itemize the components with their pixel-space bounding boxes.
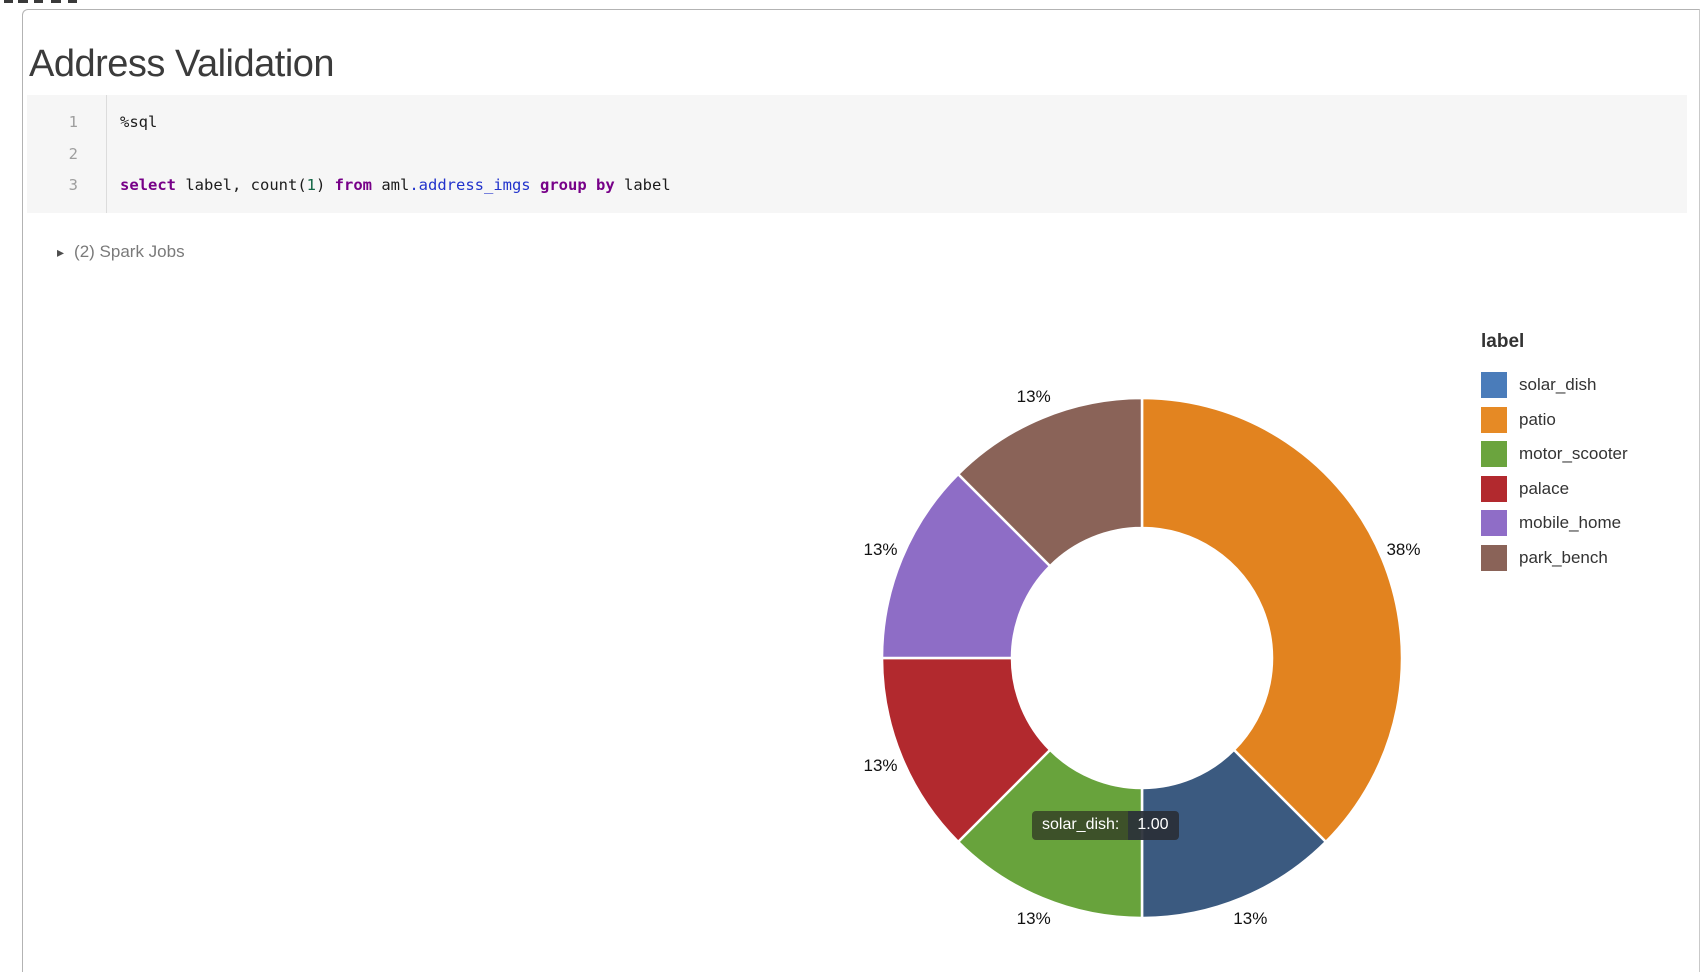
- legend-item-park_bench: park_bench: [1481, 544, 1628, 571]
- clipped-toolbar-artifact: [34, 0, 43, 3]
- line-number: 3: [68, 176, 78, 194]
- legend-swatch-icon: [1481, 544, 1507, 571]
- legend-item-solar_dish: solar_dish: [1481, 372, 1628, 398]
- legend-title: label: [1481, 331, 1525, 352]
- donut-slice-palace[interactable]: [880, 656, 1052, 844]
- spark-jobs-label: (2) Spark Jobs: [74, 242, 185, 261]
- legend-swatch-icon: [1481, 510, 1507, 536]
- slice-percent-label-park_bench: 13%: [1016, 386, 1051, 406]
- donut-slice-mobile_home[interactable]: [880, 472, 1052, 660]
- legend-label: motor_scooter: [1519, 444, 1628, 463]
- slice-tooltip: solar_dish: 1.00: [1032, 811, 1179, 840]
- slice-percent-label-palace: 13%: [863, 756, 898, 776]
- legend-swatch-icon: [1481, 441, 1507, 467]
- code-token-keyword: select: [120, 176, 176, 194]
- legend-item-mobile_home: mobile_home: [1481, 510, 1628, 536]
- code-lines[interactable]: %sql select label, count(1) from aml.add…: [107, 95, 671, 213]
- code-line[interactable]: select label, count(1) from aml.address_…: [120, 170, 671, 202]
- donut-chart[interactable]: [856, 372, 1428, 944]
- code-token-plain: %sql: [120, 113, 158, 131]
- clipped-toolbar-artifact: [51, 0, 61, 3]
- page-title: Address Validation: [29, 43, 335, 86]
- slice-percent-label-mobile_home: 13%: [863, 539, 898, 559]
- legend-label: mobile_home: [1519, 513, 1622, 532]
- donut-slice-park_bench[interactable]: [956, 396, 1144, 568]
- code-token-plain: label, count(: [176, 176, 307, 194]
- slice-percent-label-patio: 38%: [1386, 539, 1421, 559]
- line-number-gutter: 1 2 3: [27, 95, 107, 213]
- code-token-plain: aml: [372, 176, 410, 194]
- legend-item-patio: patio: [1481, 406, 1628, 433]
- code-token-keyword: from: [334, 176, 372, 194]
- legend-label: palace: [1519, 478, 1570, 498]
- line-number: 1: [68, 113, 78, 131]
- clipped-toolbar-artifact: [4, 0, 13, 3]
- legend-swatch-icon: [1481, 475, 1507, 502]
- legend-swatch-icon: [1481, 372, 1507, 398]
- code-token-table: .address_imgs: [409, 176, 531, 194]
- slice-percent-label-solar_dish: 13%: [1233, 909, 1268, 929]
- legend-label: patio: [1519, 409, 1556, 429]
- code-token-plain: [531, 176, 540, 194]
- clipped-toolbar-artifact: [68, 0, 77, 3]
- slice-percent-label-motor_scooter: 13%: [1016, 909, 1051, 929]
- code-token-plain: [120, 145, 129, 163]
- clipped-toolbar-artifact: [18, 0, 28, 3]
- legend-item-motor_scooter: motor_scooter: [1481, 441, 1628, 467]
- code-token-keyword: group by: [540, 176, 615, 194]
- legend-swatch-icon: [1481, 406, 1507, 433]
- code-line[interactable]: %sql: [120, 107, 671, 139]
- donut-slice-solar_dish[interactable]: [1140, 748, 1328, 920]
- code-token-number: 1: [306, 176, 316, 194]
- tooltip-value: 1.00: [1128, 811, 1179, 840]
- code-token-plain: ): [316, 176, 335, 194]
- legend-item-palace: palace: [1481, 475, 1628, 502]
- tooltip-label: solar_dish:: [1032, 811, 1129, 840]
- code-line[interactable]: [120, 139, 671, 171]
- collapse-caret-icon[interactable]: ▸: [57, 244, 65, 260]
- spark-jobs-toggle[interactable]: ▸ (2) Spark Jobs: [57, 242, 185, 262]
- legend-label: solar_dish: [1519, 375, 1597, 394]
- donut-slice-patio[interactable]: [1140, 396, 1404, 844]
- code-token-plain: label: [614, 176, 671, 194]
- legend-label: park_bench: [1519, 547, 1608, 567]
- line-number: 2: [68, 144, 78, 163]
